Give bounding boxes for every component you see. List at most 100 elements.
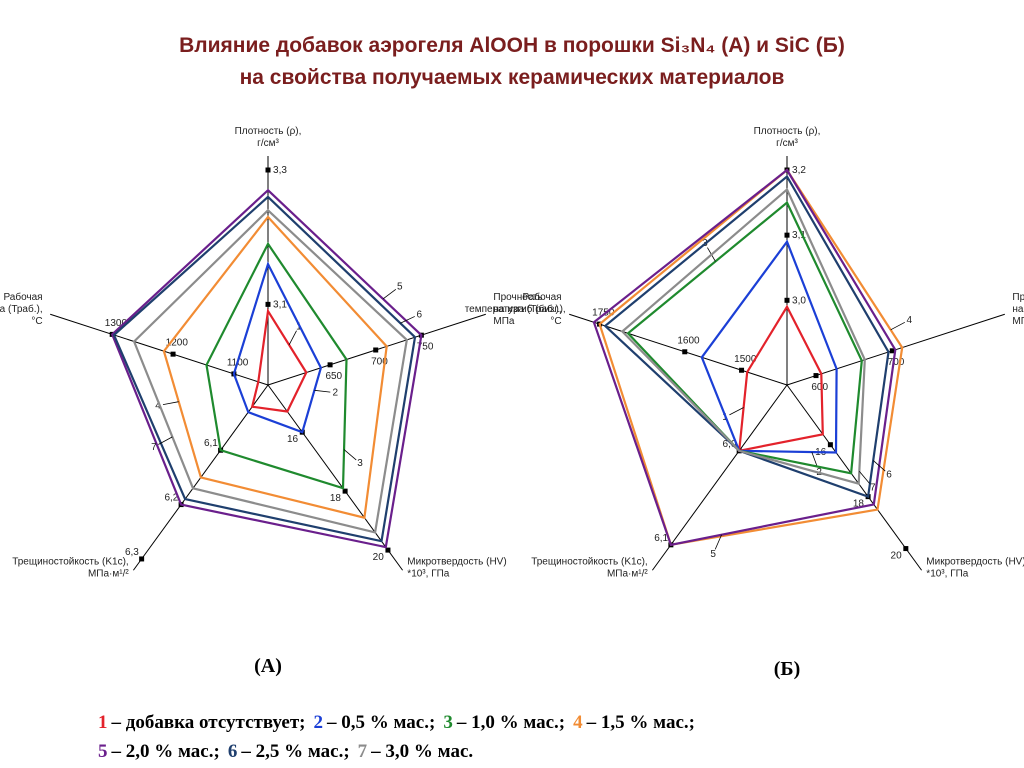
tick-label: 1500 bbox=[734, 354, 757, 365]
series-label: 4 bbox=[906, 315, 912, 326]
axis-title: Прочность bbox=[1012, 292, 1024, 303]
tick-label: 6,1 bbox=[654, 533, 668, 544]
series-leader bbox=[890, 321, 906, 331]
tick-label: 18 bbox=[853, 499, 865, 510]
series-label: 7 bbox=[151, 442, 157, 453]
axis-line bbox=[786, 384, 923, 571]
axis-title: Трещиностойкость (K1c), bbox=[531, 557, 647, 568]
axis-tick bbox=[827, 442, 833, 448]
series-polygon bbox=[620, 187, 866, 486]
series-leader bbox=[343, 449, 357, 461]
axis-title: *10³, ГПа bbox=[926, 569, 969, 580]
tick-label: 1600 bbox=[677, 335, 700, 346]
tick-label: 3,1 bbox=[273, 299, 287, 310]
axis-title: МПа bbox=[1012, 316, 1024, 327]
axis-title: Рабочая bbox=[522, 291, 561, 303]
axis-tick bbox=[385, 547, 391, 553]
series-leader bbox=[872, 460, 886, 472]
series-label: 3 bbox=[357, 458, 363, 469]
slide-title: Влияние добавок аэрогеля AlOOH в порошки… bbox=[179, 34, 845, 57]
axis-tick bbox=[889, 348, 895, 354]
axis-tick bbox=[739, 367, 745, 373]
legend-entry: 3– 1,0 % мас.; bbox=[443, 712, 565, 733]
axis-title: °С bbox=[31, 316, 42, 327]
tick-label: 3,1 bbox=[792, 230, 806, 241]
series-label: 6 bbox=[886, 469, 892, 480]
series-polygon bbox=[232, 261, 323, 434]
axis-tick bbox=[170, 351, 176, 357]
series-label: 5 bbox=[397, 281, 403, 292]
axis-tick bbox=[139, 556, 145, 562]
axis-line bbox=[267, 384, 404, 571]
axis-title: температура (Траб.), bbox=[465, 303, 562, 315]
series-leader bbox=[714, 534, 722, 550]
axis-tick bbox=[327, 362, 333, 368]
tick-label: 600 bbox=[811, 382, 828, 393]
series-polygon bbox=[626, 200, 863, 475]
legend-number: 7 bbox=[357, 741, 368, 762]
legend-entry: 7– 3,0 % мас. bbox=[358, 741, 474, 762]
series-polygon bbox=[592, 168, 897, 547]
series-leader bbox=[400, 316, 415, 324]
series-leader bbox=[382, 289, 397, 300]
series-polygon bbox=[250, 307, 308, 413]
axis-title: °С bbox=[550, 316, 561, 327]
axis-title: МПа·м¹/² bbox=[607, 569, 648, 580]
axis-tick bbox=[265, 167, 271, 173]
axis-title: МПа bbox=[493, 316, 515, 327]
tick-label: 6,1 bbox=[204, 438, 218, 449]
axis-tick bbox=[342, 488, 348, 494]
series-label: 7 bbox=[870, 482, 876, 493]
legend-text: – 1,0 % мас.; bbox=[456, 712, 566, 733]
axis-title: г/см³ bbox=[257, 138, 279, 149]
axis-title: Прочность bbox=[493, 292, 542, 303]
axis-title: Плотность (ρ), bbox=[235, 126, 302, 137]
series-label: 2 bbox=[332, 388, 338, 399]
axis-title: на изгиб (бизг.), bbox=[493, 303, 565, 315]
tick-label: 3,0 bbox=[792, 295, 806, 306]
axis-title: г/см³ bbox=[776, 138, 798, 149]
legend: 1– добавка отсутствует; 2– 0,5 % мас.; 3– … bbox=[98, 708, 998, 766]
axis-tick bbox=[682, 349, 688, 355]
legend-text: – добавка отсутствует; bbox=[111, 712, 306, 733]
tick-label: 16 bbox=[287, 434, 299, 445]
tick-label: 20 bbox=[891, 551, 903, 562]
axis-title: *10³, ГПа bbox=[407, 569, 450, 580]
series-polygon bbox=[603, 174, 890, 499]
tick-label: 20 bbox=[373, 552, 385, 563]
legend-number: 5 bbox=[98, 741, 108, 762]
tick-label: 18 bbox=[330, 493, 342, 504]
series-label: 4 bbox=[155, 401, 161, 412]
legend-number: 6 bbox=[227, 741, 238, 762]
chart-caption: (Б) bbox=[774, 658, 801, 680]
legend-text: – 0,5 % мас.; bbox=[326, 712, 436, 733]
tick-label: 700 bbox=[371, 356, 388, 367]
tick-label: 6,2 bbox=[164, 493, 178, 504]
legend-line: 5– 2,0 % мас.; 6– 2,5 % мас.; 7– 3,0 % мас… bbox=[98, 737, 998, 766]
axis-title: температура (Траб.), bbox=[0, 303, 43, 315]
series-polygon bbox=[598, 168, 904, 547]
tick-label: 700 bbox=[888, 357, 905, 368]
tick-label: 6,0 bbox=[723, 439, 737, 450]
legend-entry: 2– 0,5 % мас.; bbox=[313, 712, 435, 733]
axis-title: Трещиностойкость (K1c), bbox=[12, 557, 128, 568]
legend-line: 1– добавка отсутствует; 2– 0,5 % мас.; 3– … bbox=[98, 708, 998, 737]
series-leader bbox=[162, 401, 179, 406]
legend-text: – 2,5 % мас.; bbox=[241, 741, 350, 762]
legend-number: 1 bbox=[98, 712, 108, 733]
series-leader bbox=[729, 407, 744, 416]
legend-entry: 4– 1,5 % мас.; bbox=[573, 712, 695, 733]
series-leader bbox=[858, 471, 870, 484]
slide-title: на свойства получаемых керамических мате… bbox=[240, 66, 785, 89]
legend-entry: 1– добавка отсутствует; bbox=[98, 712, 305, 733]
axis-title: Плотность (ρ), bbox=[754, 126, 821, 137]
tick-label: 1750 bbox=[592, 308, 615, 319]
series-polygon bbox=[737, 304, 824, 453]
legend-text: – 3,0 % мас. bbox=[371, 741, 474, 762]
legend-entry: 5– 2,0 % мас.; bbox=[98, 741, 220, 762]
tick-label: 1200 bbox=[166, 338, 189, 349]
chart-caption: (А) bbox=[254, 655, 282, 677]
axis-tick bbox=[265, 301, 271, 307]
axis-tick bbox=[813, 373, 819, 379]
